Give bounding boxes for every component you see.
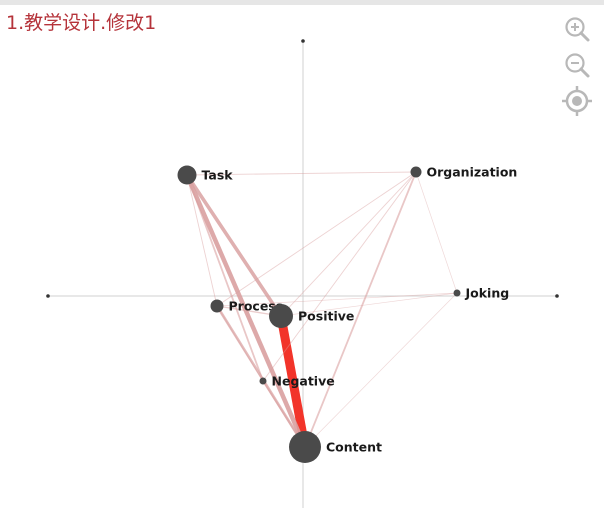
edge-joking-content[interactable]	[304, 292, 458, 448]
node-circle-content	[289, 431, 321, 463]
node-circle-task	[177, 165, 197, 185]
edge-process-organization[interactable]	[216, 171, 417, 307]
edge-joking-positive[interactable]	[280, 292, 458, 317]
node-label-positive: Positive	[298, 309, 354, 324]
edge-task-positive[interactable]	[185, 174, 283, 317]
node-content[interactable]: Content	[289, 431, 382, 463]
node-label-process: Process	[229, 299, 284, 314]
node-circle-process	[210, 299, 224, 313]
node-circle-positive	[269, 304, 293, 328]
node-process[interactable]: Process	[210, 299, 284, 314]
top-bar	[0, 0, 604, 5]
edge-process-joking[interactable]	[216, 292, 458, 307]
edge-organization-content[interactable]	[304, 171, 417, 448]
node-circle-negative	[259, 377, 267, 385]
edge-organization-positive[interactable]	[280, 171, 417, 317]
zoom-in-button[interactable]	[560, 14, 594, 44]
node-task[interactable]: Task	[177, 165, 234, 185]
edge-task-negative[interactable]	[186, 174, 264, 382]
zoom-out-button[interactable]	[560, 50, 594, 80]
center-view-button[interactable]	[560, 86, 594, 116]
edge-positive-content[interactable]	[276, 315, 310, 448]
node-label-organization: Organization	[427, 165, 518, 180]
edge-process-negative[interactable]	[216, 305, 264, 382]
node-label-negative: Negative	[272, 374, 335, 389]
edges	[184, 171, 458, 448]
node-positive[interactable]: Positive	[269, 304, 354, 328]
axis-end-dot	[46, 294, 50, 298]
axis-end-dot	[555, 294, 559, 298]
node-negative[interactable]: Negative	[259, 374, 335, 389]
zoom-out-icon	[565, 53, 590, 78]
page-title: 1.教学设计.修改1	[6, 12, 157, 34]
node-label-joking: Joking	[465, 286, 510, 301]
node-label-content: Content	[326, 440, 382, 455]
node-organization[interactable]: Organization	[410, 165, 518, 180]
edge-organization-negative[interactable]	[262, 171, 417, 382]
node-circle-joking	[453, 289, 461, 297]
node-circle-organization	[410, 166, 422, 178]
edge-task-organization[interactable]	[186, 171, 417, 176]
axis-end-dot	[301, 39, 305, 43]
node-joking[interactable]: Joking	[453, 286, 510, 301]
nodes: Task Organization Joking Process Positive Neg…	[177, 165, 518, 463]
edge-task-process[interactable]	[186, 174, 218, 307]
target-icon	[562, 86, 592, 116]
node-label-task: Task	[202, 168, 234, 183]
zoom-in-icon	[565, 17, 590, 42]
edge-organization-joking[interactable]	[415, 171, 458, 294]
